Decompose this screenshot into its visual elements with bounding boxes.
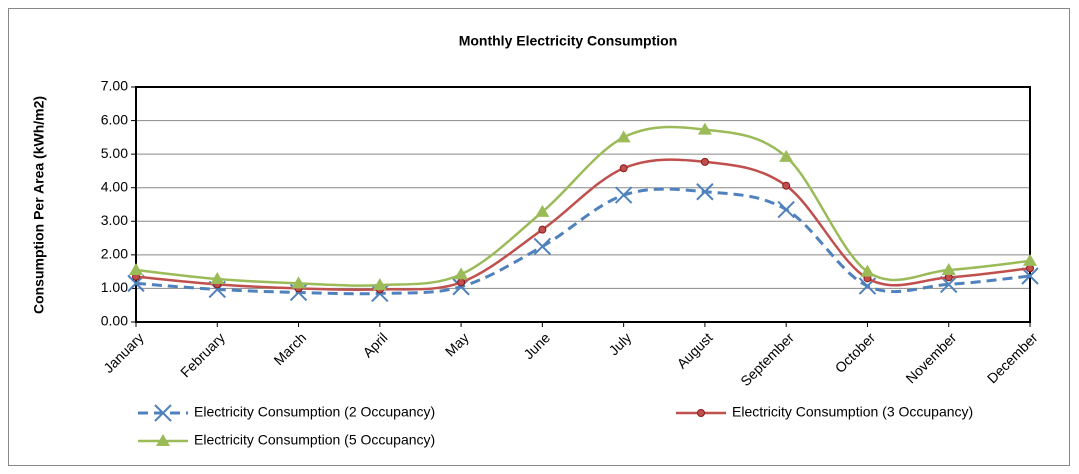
plot-frame bbox=[135, 86, 1031, 323]
legend-marker bbox=[154, 404, 172, 422]
marker bbox=[860, 264, 875, 277]
marker bbox=[619, 164, 628, 173]
legend-marker bbox=[697, 409, 705, 417]
marker bbox=[614, 186, 633, 204]
legend-label: Electricity Consumption (5 Occupancy) bbox=[194, 432, 435, 448]
marker bbox=[210, 272, 225, 285]
y-tick-label: 2.00 bbox=[101, 246, 128, 262]
marker bbox=[616, 130, 631, 143]
chart-title: Monthly Electricity Consumption bbox=[459, 33, 678, 49]
y-tick-label: 5.00 bbox=[101, 145, 128, 161]
marker bbox=[533, 237, 552, 256]
marker bbox=[372, 278, 387, 291]
legend-label: Electricity Consumption (2 Occupancy) bbox=[194, 404, 435, 420]
marker bbox=[129, 262, 143, 275]
chart-border bbox=[8, 8, 1070, 466]
marker bbox=[782, 181, 791, 190]
y-axis-label: Consumption Per Area (kWh/m2) bbox=[31, 96, 47, 314]
marker bbox=[1023, 253, 1037, 266]
series-line bbox=[135, 187, 1031, 296]
marker bbox=[291, 276, 306, 289]
marker bbox=[457, 278, 466, 287]
marker bbox=[700, 157, 709, 166]
marker bbox=[777, 200, 795, 219]
y-tick-label: 1.00 bbox=[101, 279, 128, 295]
marker bbox=[1021, 267, 1039, 285]
marker bbox=[535, 204, 550, 217]
legend-marker bbox=[156, 434, 170, 446]
y-tick-label: 6.00 bbox=[101, 111, 128, 127]
marker bbox=[697, 122, 712, 135]
y-tick-label: 0.00 bbox=[101, 313, 128, 329]
marker bbox=[779, 149, 794, 162]
legend-label: Electricity Consumption (3 Occupancy) bbox=[732, 404, 973, 420]
marker bbox=[538, 225, 547, 234]
y-tick-label: 4.00 bbox=[101, 178, 128, 194]
marker bbox=[454, 267, 469, 280]
y-tick-label: 7.00 bbox=[101, 78, 128, 94]
marker bbox=[941, 262, 956, 275]
y-tick-label: 3.00 bbox=[101, 212, 128, 228]
marker bbox=[696, 183, 714, 201]
